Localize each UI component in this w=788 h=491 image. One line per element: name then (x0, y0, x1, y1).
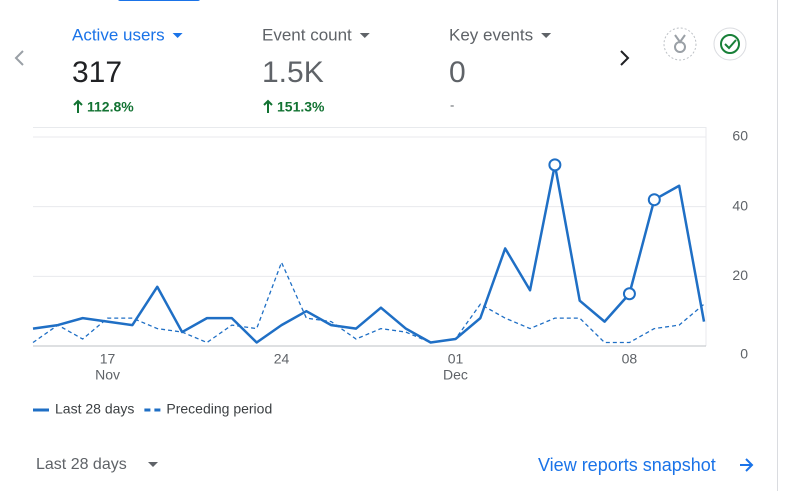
top-tab-indicator (118, 0, 200, 1)
metric-change: 151.3% (277, 99, 325, 115)
next-chevron[interactable] (620, 50, 630, 66)
insights-icon[interactable] (663, 27, 697, 61)
dropdown-arrow[interactable] (148, 462, 158, 467)
status-icon[interactable] (713, 27, 747, 61)
legend-label: Last 28 days (55, 401, 134, 417)
date-range-dropdown[interactable]: Last 28 days (36, 456, 127, 473)
metric-value: 317 (72, 56, 122, 89)
metric-tab[interactable]: Key events 0 - (449, 25, 552, 112)
up-arrow-icon (263, 99, 273, 113)
metric-dropdown-arrow (172, 33, 183, 38)
legend-label: Preceding period (166, 401, 272, 417)
y-tick-label: 40 (732, 197, 748, 213)
current-line (32, 163, 706, 344)
x-tick-label: 01 (448, 351, 464, 367)
metric-change: 112.8% (87, 99, 134, 115)
metric-value: 0 (449, 56, 466, 89)
metric-value: 1.5K (262, 56, 324, 89)
x-tick-label: 08 (622, 351, 638, 367)
metric-label: Active users (72, 25, 165, 44)
y-tick-label: 0 (740, 346, 748, 362)
metric-label: Event count (262, 25, 352, 44)
view-reports-link[interactable]: View reports snapshot (538, 455, 716, 475)
preceding-line (32, 261, 705, 344)
x-tick-label: 17 (100, 351, 116, 367)
metric-tab[interactable]: Event count 1.5K 151.3% (262, 25, 370, 115)
metric-change: - (450, 97, 454, 112)
x-tick-label: 24 (274, 351, 290, 367)
metric-dropdown-arrow (541, 33, 552, 38)
metric-label: Key events (449, 25, 533, 44)
metric-tab[interactable]: Active users 317 112.8% (72, 25, 183, 115)
up-arrow-icon (73, 99, 83, 113)
y-tick-label: 60 (732, 128, 748, 144)
y-tick-label: 20 (732, 267, 748, 283)
x-tick-month: Dec (443, 367, 468, 383)
x-tick-month: Nov (95, 367, 120, 383)
metric-dropdown-arrow (359, 33, 370, 38)
prev-chevron[interactable] (14, 50, 24, 66)
highlight-point[interactable] (647, 193, 661, 207)
link-arrow[interactable] (740, 458, 754, 472)
highlight-point[interactable] (622, 287, 636, 301)
highlight-point[interactable] (548, 158, 562, 172)
